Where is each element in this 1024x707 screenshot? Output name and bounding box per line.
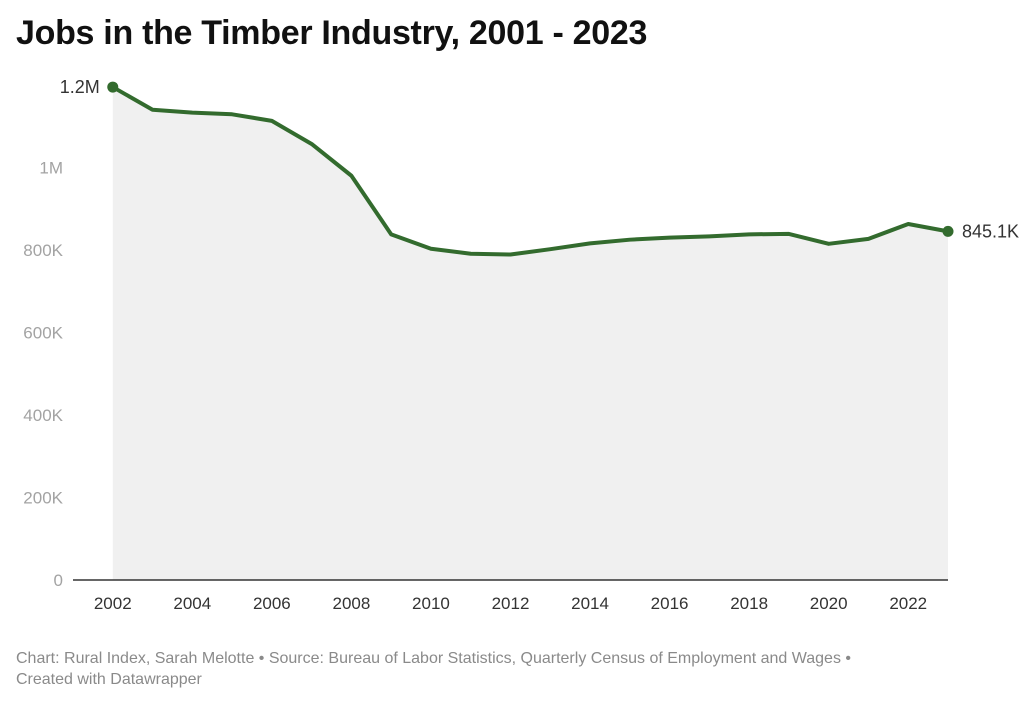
data-point [107,81,119,93]
data-label: 1.2M [60,77,100,97]
x-tick-label: 2010 [412,594,450,613]
y-tick-label: 200K [23,489,63,508]
x-tick-label: 2008 [332,594,370,613]
y-tick-label: 800K [23,241,63,260]
chart-title: Jobs in the Timber Industry, 2001 - 2023 [16,14,648,52]
x-tick-label: 2018 [730,594,768,613]
x-tick-label: 2022 [889,594,927,613]
x-tick-label: 2006 [253,594,291,613]
y-tick-label: 0 [54,571,63,590]
y-tick-label: 400K [23,406,63,425]
chart-area: 0 200K 400K 600K 800K 1M 2002 2004 2006 2008 2010 2… [0,60,1024,630]
x-tick-label: 2002 [94,594,132,613]
y-tick-label: 1M [39,159,63,178]
footer-credit: Chart: Rural Index, Sarah Melotte • Sour… [16,650,851,667]
footer-tool: Created with Datawrapper [16,671,202,688]
chart-footer: Chart: Rural Index, Sarah Melotte • Sour… [16,648,1006,690]
x-tick-label: 2014 [571,594,609,613]
area-fill [112,87,949,580]
data-point [942,225,954,237]
data-label: 845.1K [962,221,1019,241]
x-tick-label: 2016 [651,594,689,613]
x-tick-label: 2012 [492,594,530,613]
x-tick-label: 2004 [173,594,211,613]
x-tick-label: 2020 [810,594,848,613]
y-tick-label: 600K [23,324,63,343]
series-line [110,85,950,257]
timber-jobs-chart: 0 200K 400K 600K 800K 1M 2002 2004 2006 2008 2010 2… [23,77,1019,613]
